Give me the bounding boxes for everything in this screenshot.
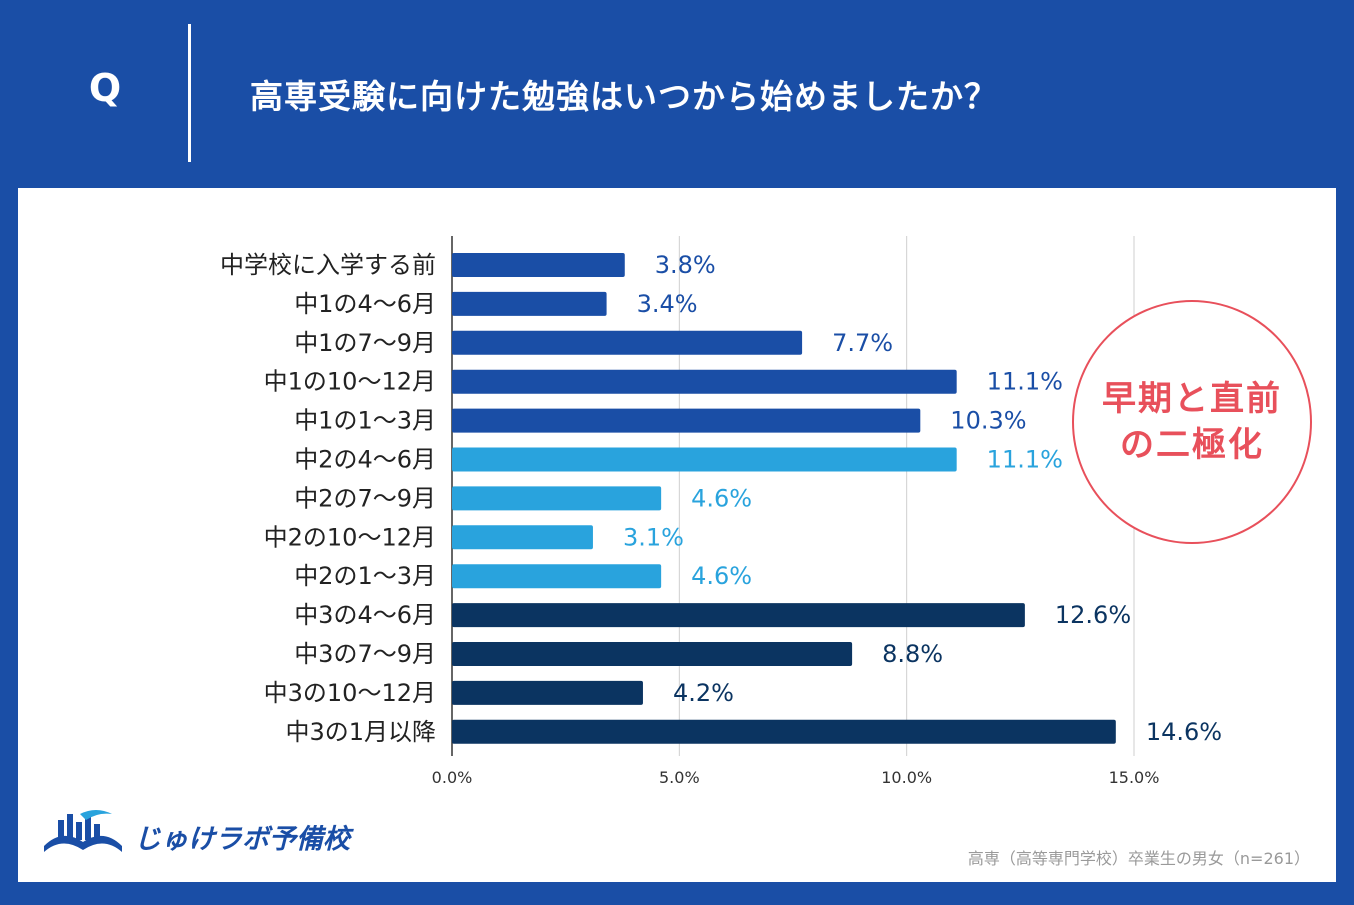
bar [452,447,957,472]
x-tick-label: 0.0% [432,768,473,787]
badge-line-2: の二極化 [1120,425,1264,465]
data-label: 12.6% [1055,601,1131,629]
x-tick-label: 5.0% [659,768,700,787]
chart-panel: 0.0% 5.0% 10.0% 15.0% 中学校に入学する前 3.8% 中1の4～6月 3.… [18,188,1336,882]
brand-logo[interactable]: じゅけラボ予備校 [40,806,350,866]
category-label: 中1の4～6月 [294,290,436,318]
bar [452,603,1025,628]
bar [452,408,921,433]
category-label: 中2の4～6月 [294,446,436,474]
bar [452,369,957,394]
x-tick-label: 10.0% [881,768,932,787]
data-label: 4.6% [691,562,752,590]
badge-line-1: 早期と直前 [1102,379,1282,419]
data-label: 3.4% [637,290,698,318]
data-label: 3.8% [655,251,716,279]
brand-name: じゅけラボ予備校 [134,823,350,855]
bar [452,680,643,705]
data-label: 11.1% [987,368,1063,396]
category-label: 中2の10～12月 [264,523,436,551]
data-label: 7.7% [832,329,893,357]
category-label: 中3の4～6月 [294,601,436,629]
data-label: 4.2% [673,679,734,707]
data-label: 4.6% [691,484,752,512]
bar [452,642,853,666]
category-label: 中1の7～9月 [294,329,436,357]
category-label: 中3の10～12月 [264,679,436,707]
x-tick-label: 15.0% [1109,768,1160,787]
data-label: 11.1% [987,446,1063,474]
category-label: 中1の1～3月 [294,407,436,435]
bar [452,253,625,277]
polarization-badge: 早期と直前 の二極化 [1072,300,1312,544]
data-label: 3.1% [623,523,684,551]
category-label: 中学校に入学する前 [220,251,436,279]
question-mark: Q [88,66,122,110]
category-label: 中2の7～9月 [294,484,436,512]
data-label: 14.6% [1146,718,1222,746]
source-note: 高専（高等専門学校）卒業生の男女（n=261） [967,849,1310,868]
bar [452,291,607,316]
question-title: 高専受験に向けた勉強はいつから始めましたか？ [250,77,998,116]
category-label: 中2の1～3月 [294,562,436,590]
category-label: 中3の1月以降 [285,718,436,746]
bar [452,719,1116,744]
header-divider [188,24,191,162]
bar [452,330,803,355]
data-label: 10.3% [950,407,1026,435]
category-label: 中3の7～9月 [294,640,436,668]
bar [452,486,662,511]
open-book-icon [44,810,122,852]
bar [452,525,593,550]
category-label: 中1の10～12月 [264,368,436,396]
bar-chart: 0.0% 5.0% 10.0% 15.0% 中学校に入学する前 3.8% 中1の4～6月 3.… [220,236,1222,787]
bar [452,564,662,589]
data-label: 8.8% [882,640,943,668]
